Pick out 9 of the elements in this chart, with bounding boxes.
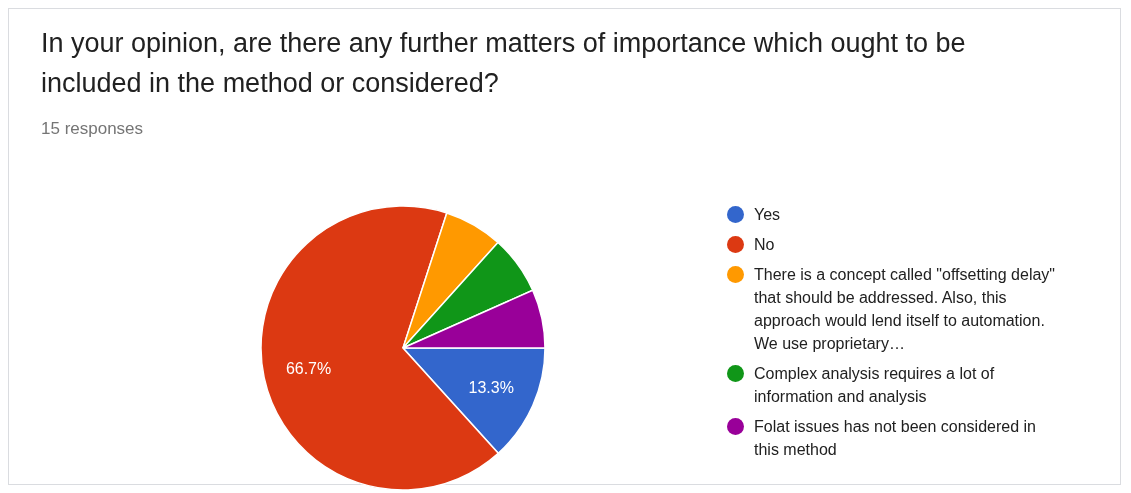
- legend-label: Yes: [754, 205, 782, 225]
- legend-label: No: [754, 235, 776, 255]
- text: 15 responses: [41, 119, 144, 139]
- chart-title: In your opinion, are there any further matters of importance which ought to be included in the method or considered?: [41, 27, 967, 100]
- data-label: 66.7%: [285, 359, 332, 377]
- legend-label: There is a concept called "offsetting delay" that should be addressed. Also, this approach would lend itself to automation. We use proprietary…: [754, 265, 1056, 354]
- legend-label: Complex analysis requires a lot of information and analysis: [754, 364, 996, 407]
- data-label: 13.3%: [468, 378, 514, 396]
- legend-label: Folat issues has not been considered in this method: [754, 417, 1037, 460]
